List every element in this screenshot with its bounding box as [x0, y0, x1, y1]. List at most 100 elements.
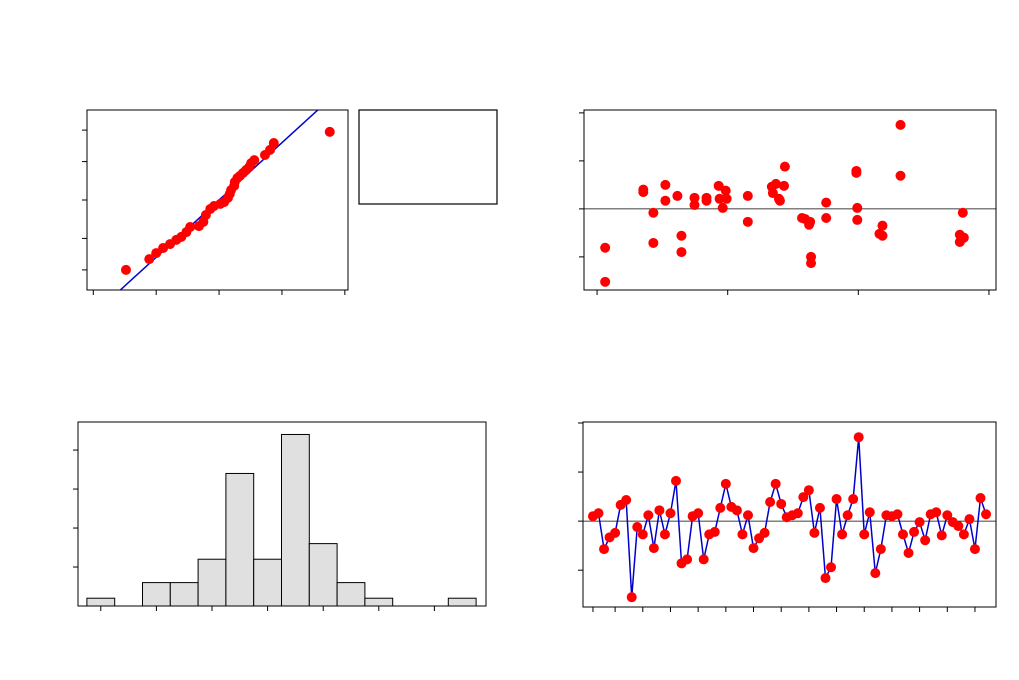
point: [701, 195, 712, 206]
point: [931, 507, 942, 518]
point: [648, 237, 659, 248]
point: [660, 179, 671, 190]
point: [870, 568, 881, 579]
point: [920, 535, 931, 546]
point: [717, 202, 728, 213]
point: [809, 527, 820, 538]
point: [648, 207, 659, 218]
point: [895, 170, 906, 181]
point: [659, 529, 670, 540]
point: [776, 498, 787, 509]
point: [693, 508, 704, 519]
point: [709, 526, 720, 537]
point: [852, 214, 863, 225]
point: [632, 522, 643, 533]
point: [778, 180, 789, 191]
point: [936, 530, 947, 541]
point: [731, 505, 742, 516]
point: [599, 544, 610, 555]
point: [151, 248, 162, 259]
point: [654, 505, 665, 516]
point: [638, 187, 649, 198]
point: [721, 193, 732, 204]
point: [803, 485, 814, 496]
point: [672, 190, 683, 201]
point: [821, 197, 832, 208]
histogram-bar: [364, 597, 394, 607]
point: [774, 195, 785, 206]
histogram-bar: [447, 597, 477, 607]
plot-frame: [582, 421, 997, 608]
point: [660, 195, 671, 206]
point: [798, 492, 809, 503]
point: [853, 432, 864, 443]
point: [969, 544, 980, 555]
histogram-bar: [141, 582, 171, 607]
point: [852, 202, 863, 213]
point: [806, 258, 817, 269]
histogram-bar: [225, 472, 255, 607]
point: [185, 222, 196, 232]
point: [848, 494, 859, 505]
point: [792, 508, 803, 519]
point: [648, 543, 659, 554]
point: [759, 527, 770, 538]
point: [715, 502, 726, 513]
point: [831, 494, 842, 505]
point: [821, 213, 832, 223]
point: [324, 126, 335, 137]
point: [975, 493, 986, 504]
point: [953, 521, 964, 532]
point: [600, 242, 611, 253]
point: [593, 508, 604, 519]
point: [820, 573, 831, 584]
point: [895, 119, 906, 130]
point: [671, 475, 682, 486]
point: [748, 543, 759, 554]
point: [957, 207, 968, 218]
point: [610, 527, 621, 538]
histogram-bar: [169, 582, 199, 607]
point: [682, 554, 693, 565]
point: [958, 529, 969, 540]
histogram-bar: [86, 597, 116, 607]
point: [877, 220, 888, 231]
point: [713, 180, 724, 191]
point: [268, 138, 279, 148]
point: [742, 190, 753, 201]
point: [897, 529, 908, 540]
point: [964, 514, 975, 525]
point: [770, 478, 781, 489]
histogram-bar: [308, 543, 338, 607]
point: [144, 254, 155, 265]
point: [621, 495, 632, 506]
point: [875, 544, 886, 555]
point: [837, 529, 848, 540]
point: [714, 193, 725, 204]
point: [689, 192, 700, 203]
point: [637, 529, 648, 540]
point: [665, 508, 676, 519]
point: [942, 510, 953, 521]
histogram-bar: [197, 558, 227, 607]
point: [914, 517, 925, 528]
point: [903, 548, 914, 559]
point: [643, 510, 654, 521]
point: [892, 509, 903, 520]
histogram-bar: [253, 558, 282, 607]
point: [742, 510, 753, 521]
point: [120, 264, 131, 275]
point: [742, 216, 753, 227]
legend-box: [358, 109, 498, 205]
point: [779, 161, 790, 172]
plot-frame: [583, 109, 997, 291]
point: [737, 529, 748, 540]
point: [600, 276, 611, 287]
point: [864, 507, 875, 518]
point: [805, 216, 816, 227]
point: [826, 562, 837, 573]
point: [676, 247, 687, 258]
point: [698, 554, 709, 565]
point: [770, 178, 781, 189]
